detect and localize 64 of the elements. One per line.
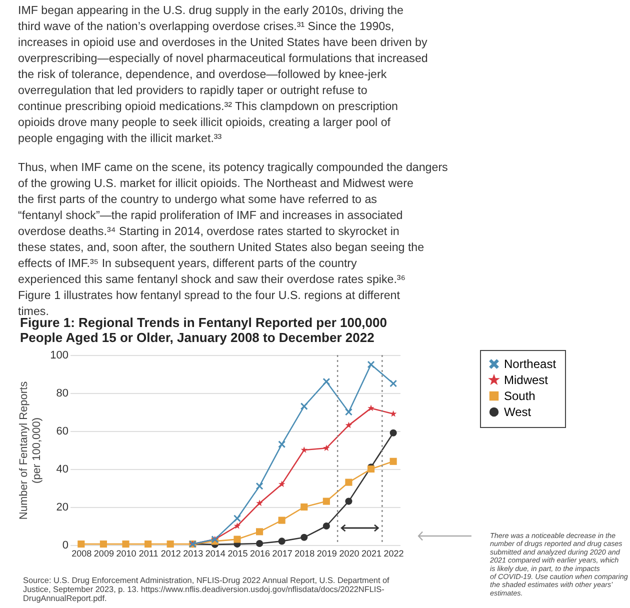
y-tick-label: 20 [56,502,68,514]
x-tick-label: 2017 [272,548,292,558]
point [278,516,286,524]
point [256,528,264,536]
point [345,422,352,428]
x-tick-label: 2020 [339,548,360,558]
point [390,429,397,436]
y-tick-label: 0 [62,540,68,552]
y-tick-label: 60 [56,426,68,438]
x-tick-label: 2014 [205,548,226,558]
x-tick-label: 2019 [316,548,337,558]
point [78,540,85,548]
x-tick-label: 2013 [183,548,204,558]
legend-label: Northeast [504,357,557,371]
x-tick-label: 2015 [228,548,248,558]
x-tick-label: 2018 [294,548,315,558]
point [368,404,374,412]
legend-label: South [504,389,536,403]
x-tick-label: 2021 [362,548,382,558]
point [278,440,286,448]
x-tick-label: 2009 [94,548,114,558]
x-tick-label: 2016 [250,548,270,558]
point [345,408,352,416]
point [300,503,308,511]
x-tick-label: 2012 [160,548,181,558]
point [256,540,264,548]
point [322,498,330,505]
point [234,536,241,543]
y-tick-label: 100 [50,350,68,362]
text: Thus, when IMF came on the scene, its potency tragically compounded the dangers of the growing U.S. market for illicit opioids. The Northeast and Midwest were the first parts of the country to undergo what some have referred to as “fentanyl shock”—the rapid proliferation of IMF and increases in associated overdose deaths.³⁴ Starting in 2014, overdose rates started to skyrocket in these states, and, soon after, the southern United States also began seeing the effects of IMF.³⁵ In subsequent years, different parts of the country experienced this same fentanyl shock and saw their overdose rates spike.³⁶ Figure 1 illustrates how fentanyl spread to the four U.S. regions at different times. [18,161,448,318]
point [166,540,174,548]
x-tick-label: 2011 [138,548,158,558]
point [100,540,107,548]
point [300,402,308,410]
source-note: Source: U.S. Drug Enforcement Administration, NFLIS-Drug 2022 Annual Report, U.S. Department of Justice, September 2023, p. 13. https://www.nflis.deadiversion.usdoj.gov/nflisdata/docs/2022NFLIS-DrugAnnualReport.pdf. [23,576,390,603]
x-tick-label: 2022 [384,548,404,558]
point [256,482,264,490]
x-tick-label: 2010 [116,548,136,558]
text: IMF began appearing in the U.S. drug supply in the early 2010s, driving the third wave of the nation’s overlapping overdose crises.³¹ Since the 1990s, increases in opioid use and overdoses in the United States have been driven by overprescribing—especially of novel pharmaceutical formulations that increased the risk of tolerance, dependence, and overdose—followed by knee-jerk overregulation that led providers to rapidly taper or outright refuse to continue prescribing opioid medications.³² This clampdown on prescription opioids drove many people to seek illicit opioids, creating a larger pool of people engaging with the illicit market.³³ [18,4,428,145]
point [234,522,241,529]
point [345,498,352,505]
point [322,522,330,530]
point [390,380,397,388]
x-tick-label: 2008 [72,548,92,558]
point [367,360,375,368]
y-tick-label: 40 [56,464,68,476]
point [278,538,286,545]
point [256,500,263,506]
point [300,446,308,453]
point [122,540,130,548]
y-tick-label: 80 [56,388,68,400]
point [390,458,397,465]
point [144,540,152,548]
y-axis-title: Number of Fentanyl Reports (per 100,000) [18,380,44,520]
point [322,378,330,386]
point [390,410,397,417]
point [323,444,330,451]
point [300,534,308,541]
legend-label: Midwest [504,373,549,387]
point [234,514,241,522]
chart-title: Figure 1: Regional Trends in Fentanyl Reported per 100,000 People Aged 15 or Older, January 2008 to December 2022 [20,315,387,345]
point [345,478,352,486]
point [278,480,286,488]
legend-label: West [504,405,532,419]
